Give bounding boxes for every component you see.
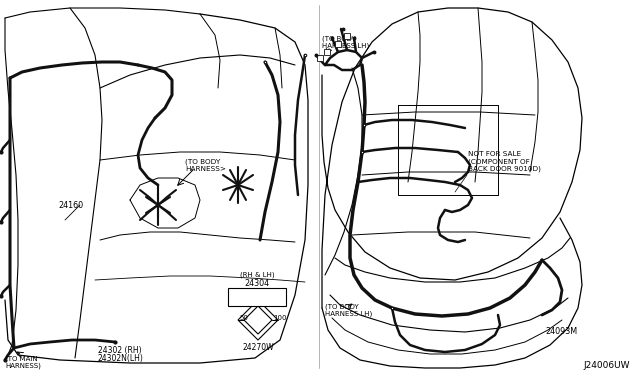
Text: 24302 (RH): 24302 (RH) bbox=[98, 346, 141, 356]
Bar bbox=[344, 33, 350, 39]
Bar bbox=[335, 41, 341, 47]
Text: 100: 100 bbox=[273, 315, 287, 321]
Text: 24093M: 24093M bbox=[545, 327, 577, 337]
FancyBboxPatch shape bbox=[228, 288, 286, 306]
Text: 24302N(LH): 24302N(LH) bbox=[98, 355, 144, 363]
Text: 50: 50 bbox=[239, 315, 248, 321]
Text: (TO MAIN
HARNESS): (TO MAIN HARNESS) bbox=[5, 355, 41, 369]
Text: (TO BODY
HARNESS LH): (TO BODY HARNESS LH) bbox=[325, 303, 372, 317]
Text: J24006UW: J24006UW bbox=[584, 360, 630, 369]
Bar bbox=[317, 55, 323, 61]
Text: 24270W: 24270W bbox=[242, 343, 274, 353]
Text: 24304: 24304 bbox=[244, 279, 269, 288]
Bar bbox=[324, 49, 330, 55]
Text: 24160: 24160 bbox=[58, 201, 83, 209]
Text: (TO BODY
HARNESS>: (TO BODY HARNESS> bbox=[185, 158, 226, 172]
Text: (RH & LH): (RH & LH) bbox=[240, 272, 275, 278]
Text: NOT FOR SALE
(COMPONENT OF
BACK DOOR 9010D): NOT FOR SALE (COMPONENT OF BACK DOOR 901… bbox=[468, 151, 541, 173]
Text: (TO BODY
HARNESS LH): (TO BODY HARNESS LH) bbox=[322, 35, 369, 49]
